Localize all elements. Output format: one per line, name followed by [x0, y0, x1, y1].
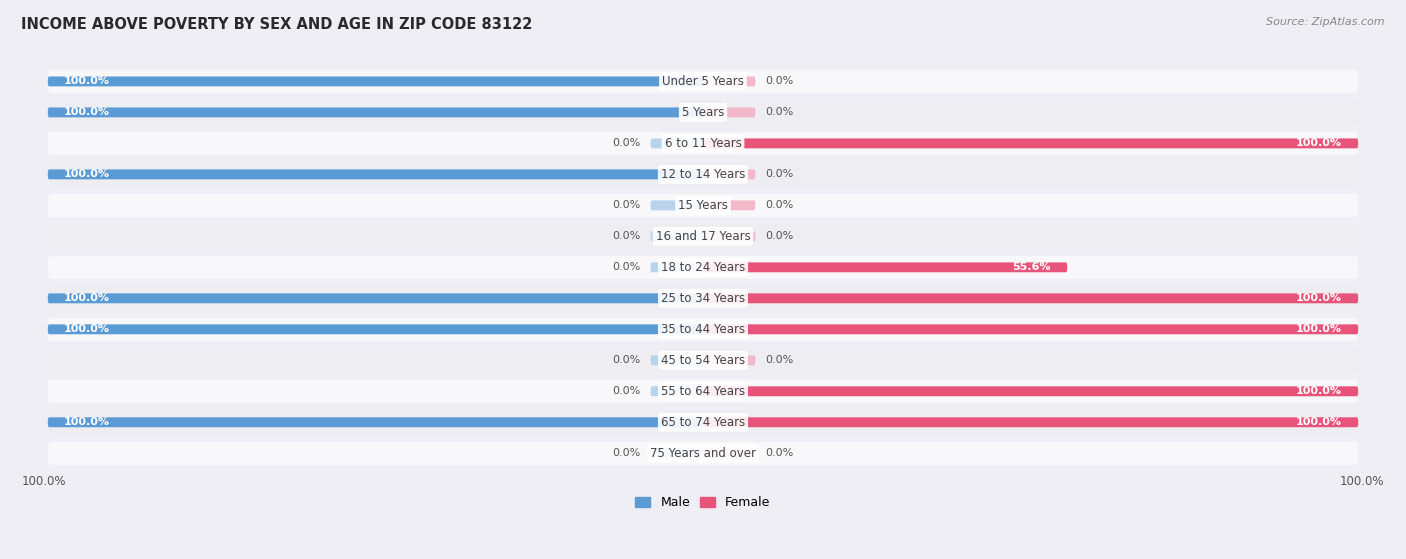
Legend: Male, Female: Male, Female	[630, 491, 776, 514]
FancyBboxPatch shape	[703, 169, 755, 179]
FancyBboxPatch shape	[48, 380, 1358, 403]
Text: 0.0%: 0.0%	[765, 107, 793, 117]
Text: 25 to 34 Years: 25 to 34 Years	[661, 292, 745, 305]
FancyBboxPatch shape	[703, 356, 755, 365]
FancyBboxPatch shape	[703, 107, 755, 117]
FancyBboxPatch shape	[651, 262, 703, 272]
Text: 0.0%: 0.0%	[765, 77, 793, 87]
Text: 65 to 74 Years: 65 to 74 Years	[661, 416, 745, 429]
Text: 100.0%: 100.0%	[65, 169, 110, 179]
Text: 0.0%: 0.0%	[613, 262, 641, 272]
FancyBboxPatch shape	[703, 77, 755, 87]
FancyBboxPatch shape	[703, 324, 1358, 334]
Text: 35 to 44 Years: 35 to 44 Years	[661, 323, 745, 336]
Text: 0.0%: 0.0%	[765, 169, 793, 179]
FancyBboxPatch shape	[651, 448, 703, 458]
FancyBboxPatch shape	[48, 194, 1358, 217]
FancyBboxPatch shape	[48, 293, 703, 304]
Text: 100.0%: 100.0%	[1296, 293, 1341, 304]
FancyBboxPatch shape	[651, 201, 703, 210]
Text: 16 and 17 Years: 16 and 17 Years	[655, 230, 751, 243]
Text: 0.0%: 0.0%	[613, 231, 641, 241]
FancyBboxPatch shape	[651, 231, 703, 241]
FancyBboxPatch shape	[651, 386, 703, 396]
Text: 100.0%: 100.0%	[65, 324, 110, 334]
Text: 15 Years: 15 Years	[678, 199, 728, 212]
Text: 100.0%: 100.0%	[21, 475, 66, 488]
FancyBboxPatch shape	[48, 132, 1358, 155]
Text: 100.0%: 100.0%	[65, 417, 110, 427]
Text: 0.0%: 0.0%	[613, 356, 641, 365]
Text: 75 Years and over: 75 Years and over	[650, 447, 756, 459]
FancyBboxPatch shape	[48, 349, 1358, 372]
FancyBboxPatch shape	[703, 201, 755, 210]
FancyBboxPatch shape	[48, 107, 703, 117]
Text: 100.0%: 100.0%	[65, 293, 110, 304]
Text: 55.6%: 55.6%	[1012, 262, 1050, 272]
Text: 100.0%: 100.0%	[1296, 324, 1341, 334]
FancyBboxPatch shape	[48, 411, 1358, 434]
FancyBboxPatch shape	[48, 418, 703, 427]
Text: 0.0%: 0.0%	[765, 231, 793, 241]
FancyBboxPatch shape	[651, 356, 703, 365]
FancyBboxPatch shape	[48, 169, 703, 179]
Text: Source: ZipAtlas.com: Source: ZipAtlas.com	[1267, 17, 1385, 27]
FancyBboxPatch shape	[48, 101, 1358, 124]
Text: 0.0%: 0.0%	[613, 139, 641, 148]
Text: 0.0%: 0.0%	[613, 386, 641, 396]
FancyBboxPatch shape	[703, 418, 1358, 427]
Text: INCOME ABOVE POVERTY BY SEX AND AGE IN ZIP CODE 83122: INCOME ABOVE POVERTY BY SEX AND AGE IN Z…	[21, 17, 533, 32]
Text: 55 to 64 Years: 55 to 64 Years	[661, 385, 745, 398]
Text: 0.0%: 0.0%	[765, 356, 793, 365]
Text: 100.0%: 100.0%	[65, 107, 110, 117]
FancyBboxPatch shape	[651, 139, 703, 148]
Text: 5 Years: 5 Years	[682, 106, 724, 119]
Text: 45 to 54 Years: 45 to 54 Years	[661, 354, 745, 367]
FancyBboxPatch shape	[703, 293, 1358, 304]
Text: 100.0%: 100.0%	[1340, 475, 1385, 488]
FancyBboxPatch shape	[48, 255, 1358, 279]
Text: 0.0%: 0.0%	[613, 200, 641, 210]
FancyBboxPatch shape	[48, 225, 1358, 248]
Text: 6 to 11 Years: 6 to 11 Years	[665, 137, 741, 150]
Text: Under 5 Years: Under 5 Years	[662, 75, 744, 88]
FancyBboxPatch shape	[48, 287, 1358, 310]
FancyBboxPatch shape	[48, 163, 1358, 186]
Text: 100.0%: 100.0%	[1296, 417, 1341, 427]
FancyBboxPatch shape	[48, 77, 703, 87]
Text: 18 to 24 Years: 18 to 24 Years	[661, 261, 745, 274]
FancyBboxPatch shape	[703, 231, 755, 241]
Text: 100.0%: 100.0%	[65, 77, 110, 87]
FancyBboxPatch shape	[48, 318, 1358, 341]
FancyBboxPatch shape	[703, 139, 1358, 148]
FancyBboxPatch shape	[703, 448, 755, 458]
FancyBboxPatch shape	[703, 386, 1358, 396]
Text: 100.0%: 100.0%	[1296, 386, 1341, 396]
FancyBboxPatch shape	[48, 70, 1358, 93]
Text: 0.0%: 0.0%	[765, 200, 793, 210]
Text: 0.0%: 0.0%	[765, 448, 793, 458]
Text: 100.0%: 100.0%	[1296, 139, 1341, 148]
Text: 0.0%: 0.0%	[613, 448, 641, 458]
FancyBboxPatch shape	[48, 324, 703, 334]
Text: 12 to 14 Years: 12 to 14 Years	[661, 168, 745, 181]
FancyBboxPatch shape	[48, 442, 1358, 465]
FancyBboxPatch shape	[703, 262, 1067, 272]
